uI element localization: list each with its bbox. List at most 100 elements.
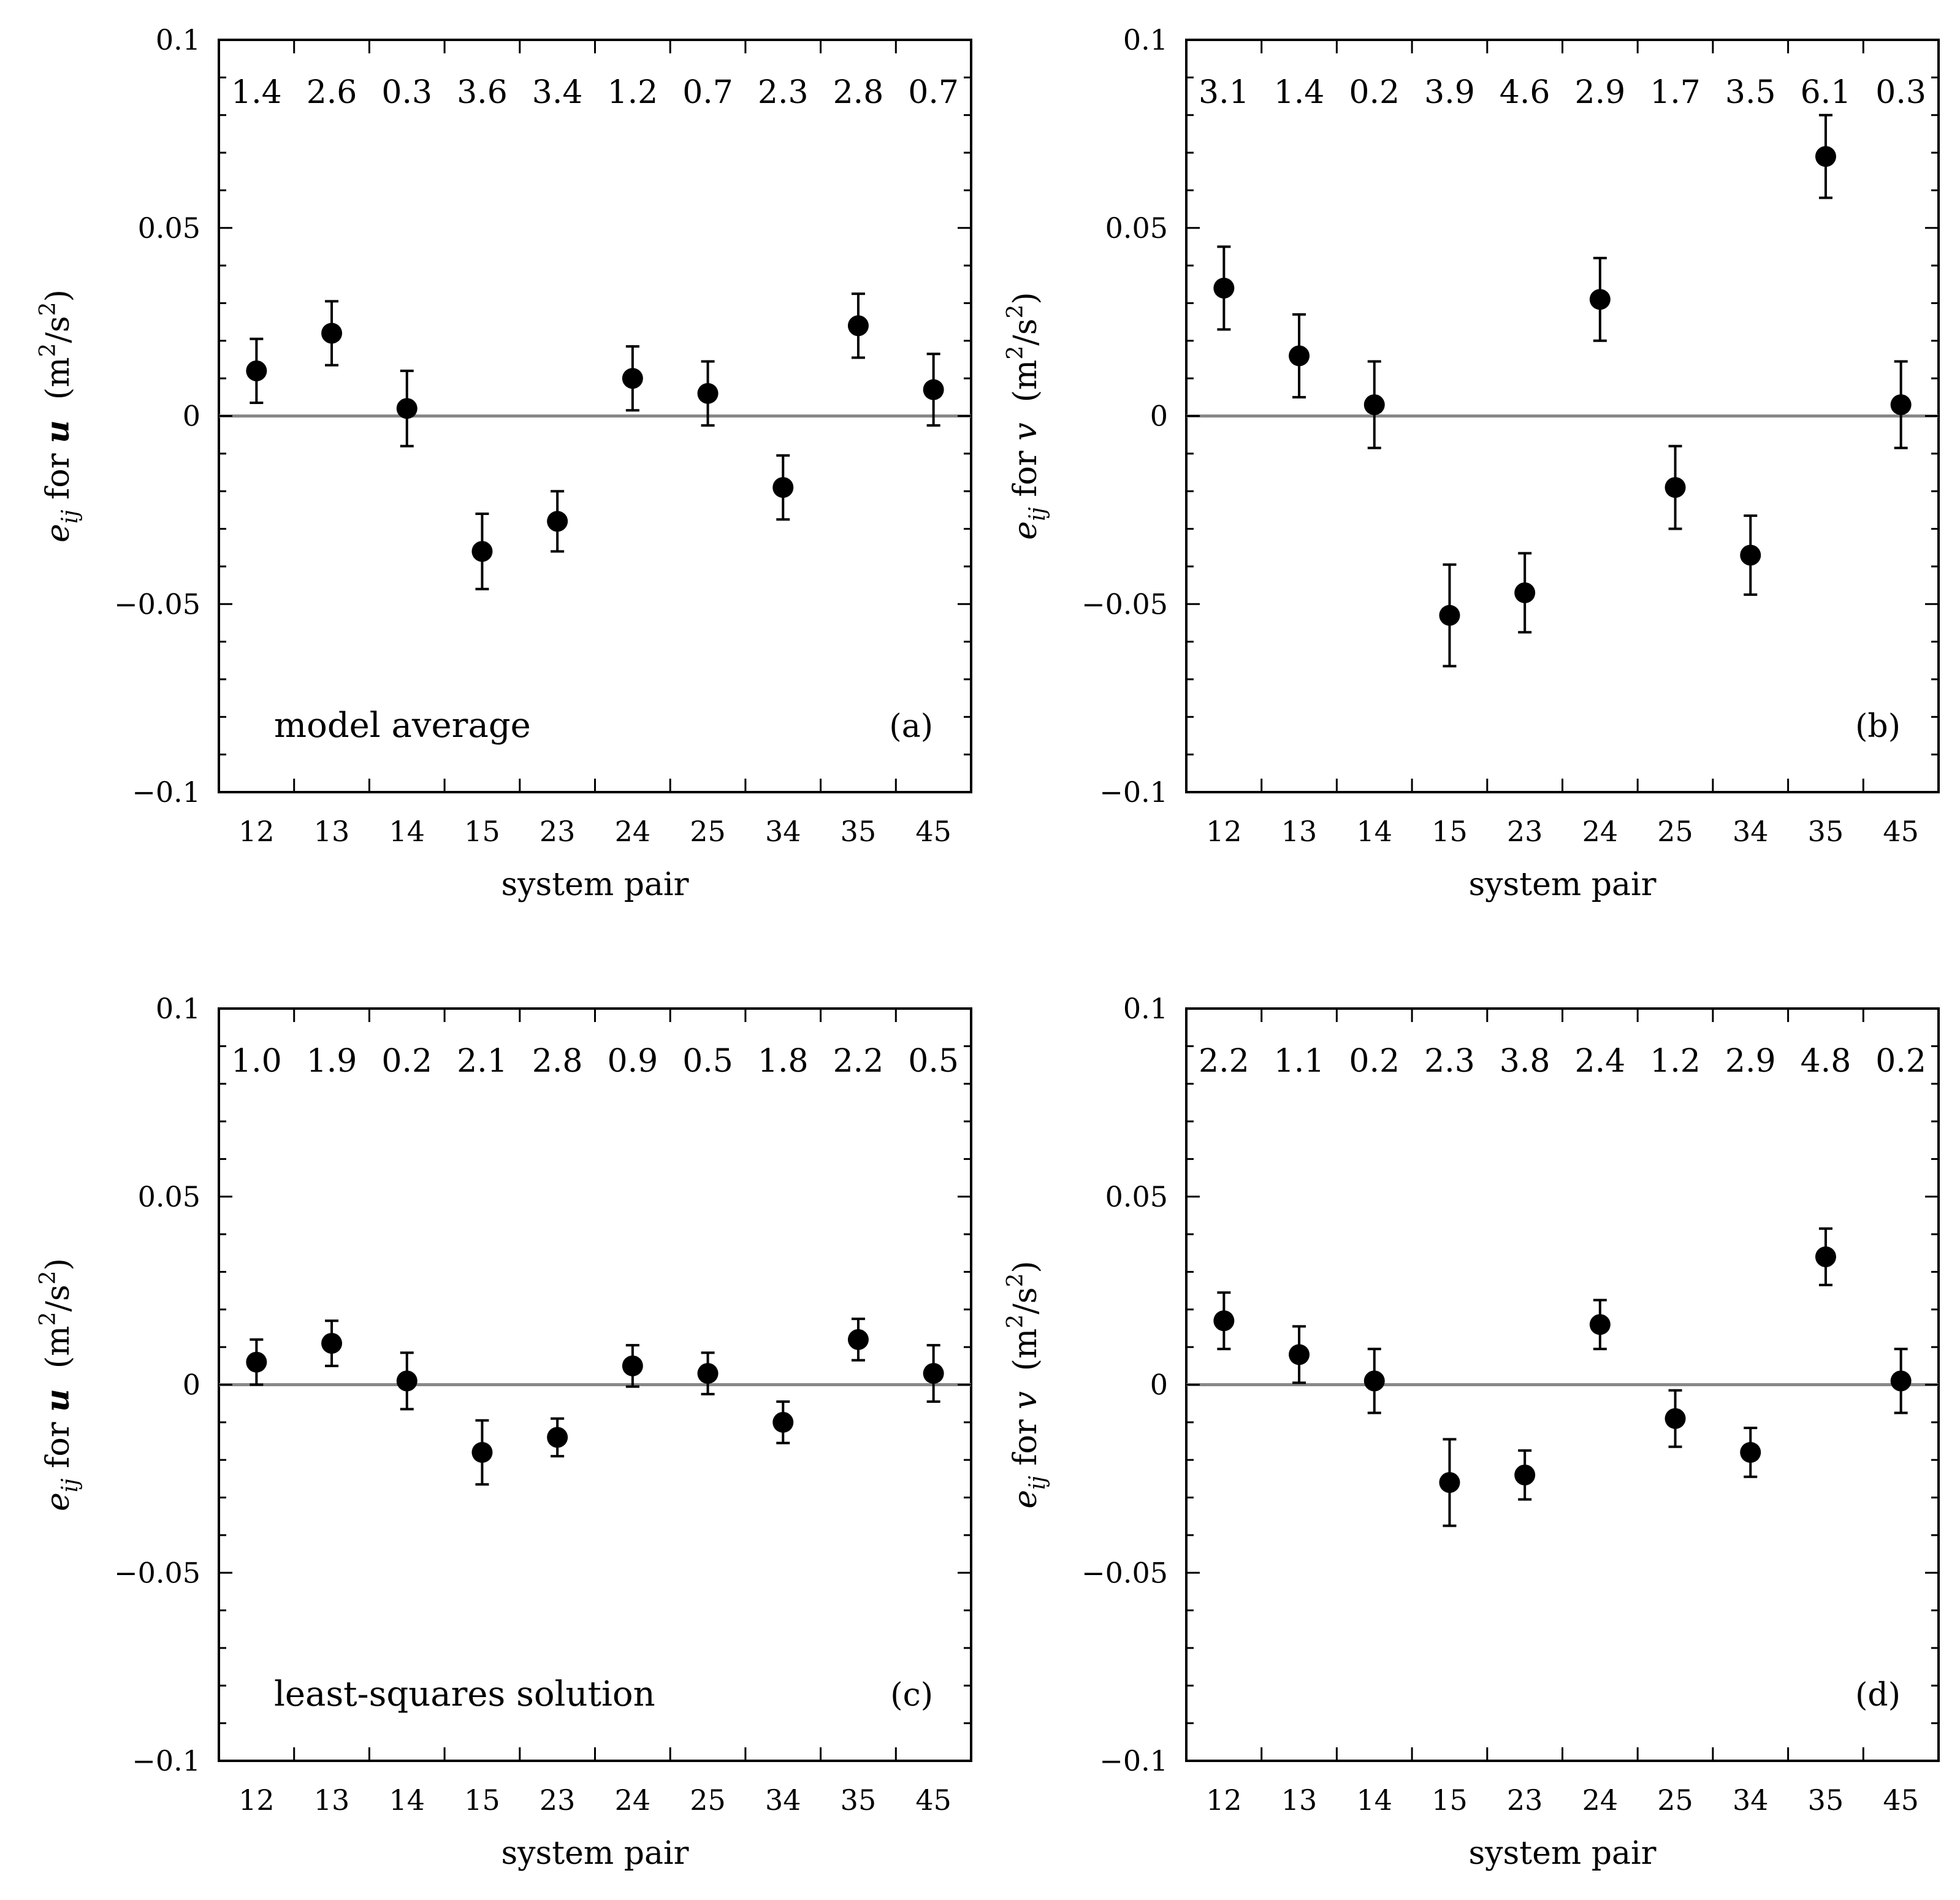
data-point	[1514, 582, 1536, 603]
ratio-label: 2.8	[833, 74, 884, 111]
x-axis-title: system pair	[1468, 866, 1656, 903]
y-tick-label: −0.05	[1081, 1556, 1168, 1589]
data-point	[396, 1370, 418, 1392]
ratio-label: 0.3	[381, 74, 432, 111]
data-point	[1589, 1314, 1611, 1335]
data-point	[847, 315, 869, 337]
ratio-label: 3.1	[1199, 74, 1249, 111]
data-point	[1363, 394, 1385, 416]
y-axis-title-sub: ij	[1025, 507, 1050, 521]
y-tick-label: 0.1	[1123, 23, 1168, 56]
ratio-label: 3.6	[457, 74, 508, 111]
x-tick-label: 14	[389, 815, 425, 848]
x-tick-label: 25	[690, 1784, 726, 1817]
y-axis-title-space	[1007, 1371, 1044, 1391]
ratio-label: 1.2	[1650, 1043, 1701, 1080]
y-axis-title-mid: for	[1007, 1410, 1044, 1476]
x-tick-label: 23	[1507, 1784, 1543, 1817]
ratio-label: 3.9	[1424, 74, 1475, 111]
x-tick-label: 23	[540, 815, 576, 848]
ratio-label: 2.9	[1574, 74, 1625, 111]
ratio-label: 0.5	[908, 1043, 959, 1080]
x-tick-label: 14	[1356, 815, 1392, 848]
y-axis-title-sup2: 2	[1003, 305, 1028, 319]
y-axis-title-sup: 2	[1003, 1314, 1028, 1329]
data-point	[321, 1333, 343, 1354]
y-tick-label: 0.1	[1123, 992, 1168, 1025]
y-axis-title-close: )	[40, 1258, 77, 1270]
x-tick-label: 12	[1206, 1784, 1242, 1817]
y-axis-title-close: )	[1007, 292, 1044, 304]
ratio-label: 0.7	[682, 74, 733, 111]
x-tick-label: 15	[1432, 815, 1468, 848]
panel-1: 0.1 0.05 0 −0.05 −0.1 12 13 14 15 23 24 25 34 35 45 sys…	[36, 23, 972, 903]
y-axis-title-units: (m	[1007, 1329, 1044, 1372]
y-axis-title: eij for v (m2/s2)	[1003, 292, 1050, 540]
ratio-label: 2.4	[1574, 1043, 1625, 1080]
ratio-label: 2.3	[758, 74, 809, 111]
x-tick-label: 45	[915, 815, 951, 848]
x-tick-label: 12	[238, 1784, 275, 1817]
x-axis-title: system pair	[501, 1835, 688, 1872]
y-axis-title-space	[1007, 402, 1044, 422]
ratio-label: 2.8	[532, 1043, 583, 1080]
y-axis-title-e: e	[40, 1492, 77, 1511]
data-point	[246, 1351, 267, 1373]
data-point	[1740, 544, 1761, 566]
data-point	[396, 398, 418, 419]
y-axis-title-sub: ij	[1025, 1476, 1050, 1490]
y-tick-label: −0.1	[132, 776, 200, 809]
ratio-label: 0.2	[1349, 1043, 1400, 1080]
x-tick-label: 13	[1281, 815, 1317, 848]
y-axis-title-tail: /s	[1007, 1288, 1044, 1314]
ratio-label: 4.8	[1801, 1043, 1851, 1080]
ratio-label: 2.2	[1199, 1043, 1249, 1080]
ratio-label: 2.3	[1424, 1043, 1475, 1080]
panel-annotation: model average	[274, 706, 531, 746]
data-point	[772, 477, 794, 498]
ratio-label: 1.7	[1650, 74, 1701, 111]
ratio-label: 0.2	[381, 1043, 432, 1080]
panel-3: 0.1 0.05 0 −0.05 −0.1 12 13 14 15 23 24 25 34 35 45 sys…	[36, 992, 972, 1872]
x-tick-label: 34	[765, 1784, 801, 1817]
x-tick-label: 24	[1582, 815, 1619, 848]
y-tick-label: 0	[183, 400, 200, 433]
x-tick-label: 25	[1657, 1784, 1693, 1817]
y-tick-label: −0.1	[1099, 776, 1168, 809]
y-tick-label: 0.05	[138, 1180, 200, 1213]
x-tick-label: 34	[1733, 815, 1769, 848]
ratio-label: 1.2	[607, 74, 658, 111]
panel-2: 0.1 0.05 0 −0.05 −0.1 12 13 14 15 23 24 25 34 35 45 sys…	[1003, 23, 1940, 903]
y-axis-title-mid: for	[40, 443, 77, 509]
y-axis-title-sup: 2	[36, 343, 61, 357]
x-axis-title: system pair	[501, 866, 688, 903]
y-axis-title-tail: /s	[1007, 319, 1044, 346]
y-axis-title-tail: /s	[40, 1284, 77, 1311]
x-tick-label: 35	[841, 815, 877, 848]
data-point	[1439, 1472, 1460, 1494]
y-tick-label: 0.05	[1105, 1180, 1168, 1213]
y-tick-label: 0	[183, 1368, 200, 1402]
data-point	[1213, 1310, 1235, 1332]
ratio-label: 2.2	[833, 1043, 884, 1080]
x-tick-label: 24	[615, 1784, 651, 1817]
y-axis-title-space	[40, 400, 77, 420]
x-tick-label: 23	[1507, 815, 1543, 848]
y-tick-label: −0.1	[132, 1744, 200, 1777]
ratio-label: 0.3	[1875, 74, 1926, 111]
y-axis-title-mid: for	[1007, 441, 1044, 507]
y-tick-label: −0.05	[1081, 587, 1168, 620]
ratio-label: 0.2	[1875, 1043, 1926, 1080]
ratio-label: 2.1	[457, 1043, 508, 1080]
x-tick-label: 34	[1733, 1784, 1769, 1817]
y-axis-title-e: e	[1007, 1490, 1044, 1509]
data-point	[1363, 1370, 1385, 1392]
ratio-label: 1.4	[1274, 74, 1325, 111]
x-tick-label: 15	[464, 1784, 500, 1817]
y-axis-title-close: )	[1007, 1261, 1044, 1273]
y-tick-label: 0	[1150, 1368, 1168, 1402]
x-tick-label: 35	[1808, 1784, 1844, 1817]
x-tick-label: 45	[915, 1784, 951, 1817]
ratio-label: 2.6	[307, 74, 357, 111]
